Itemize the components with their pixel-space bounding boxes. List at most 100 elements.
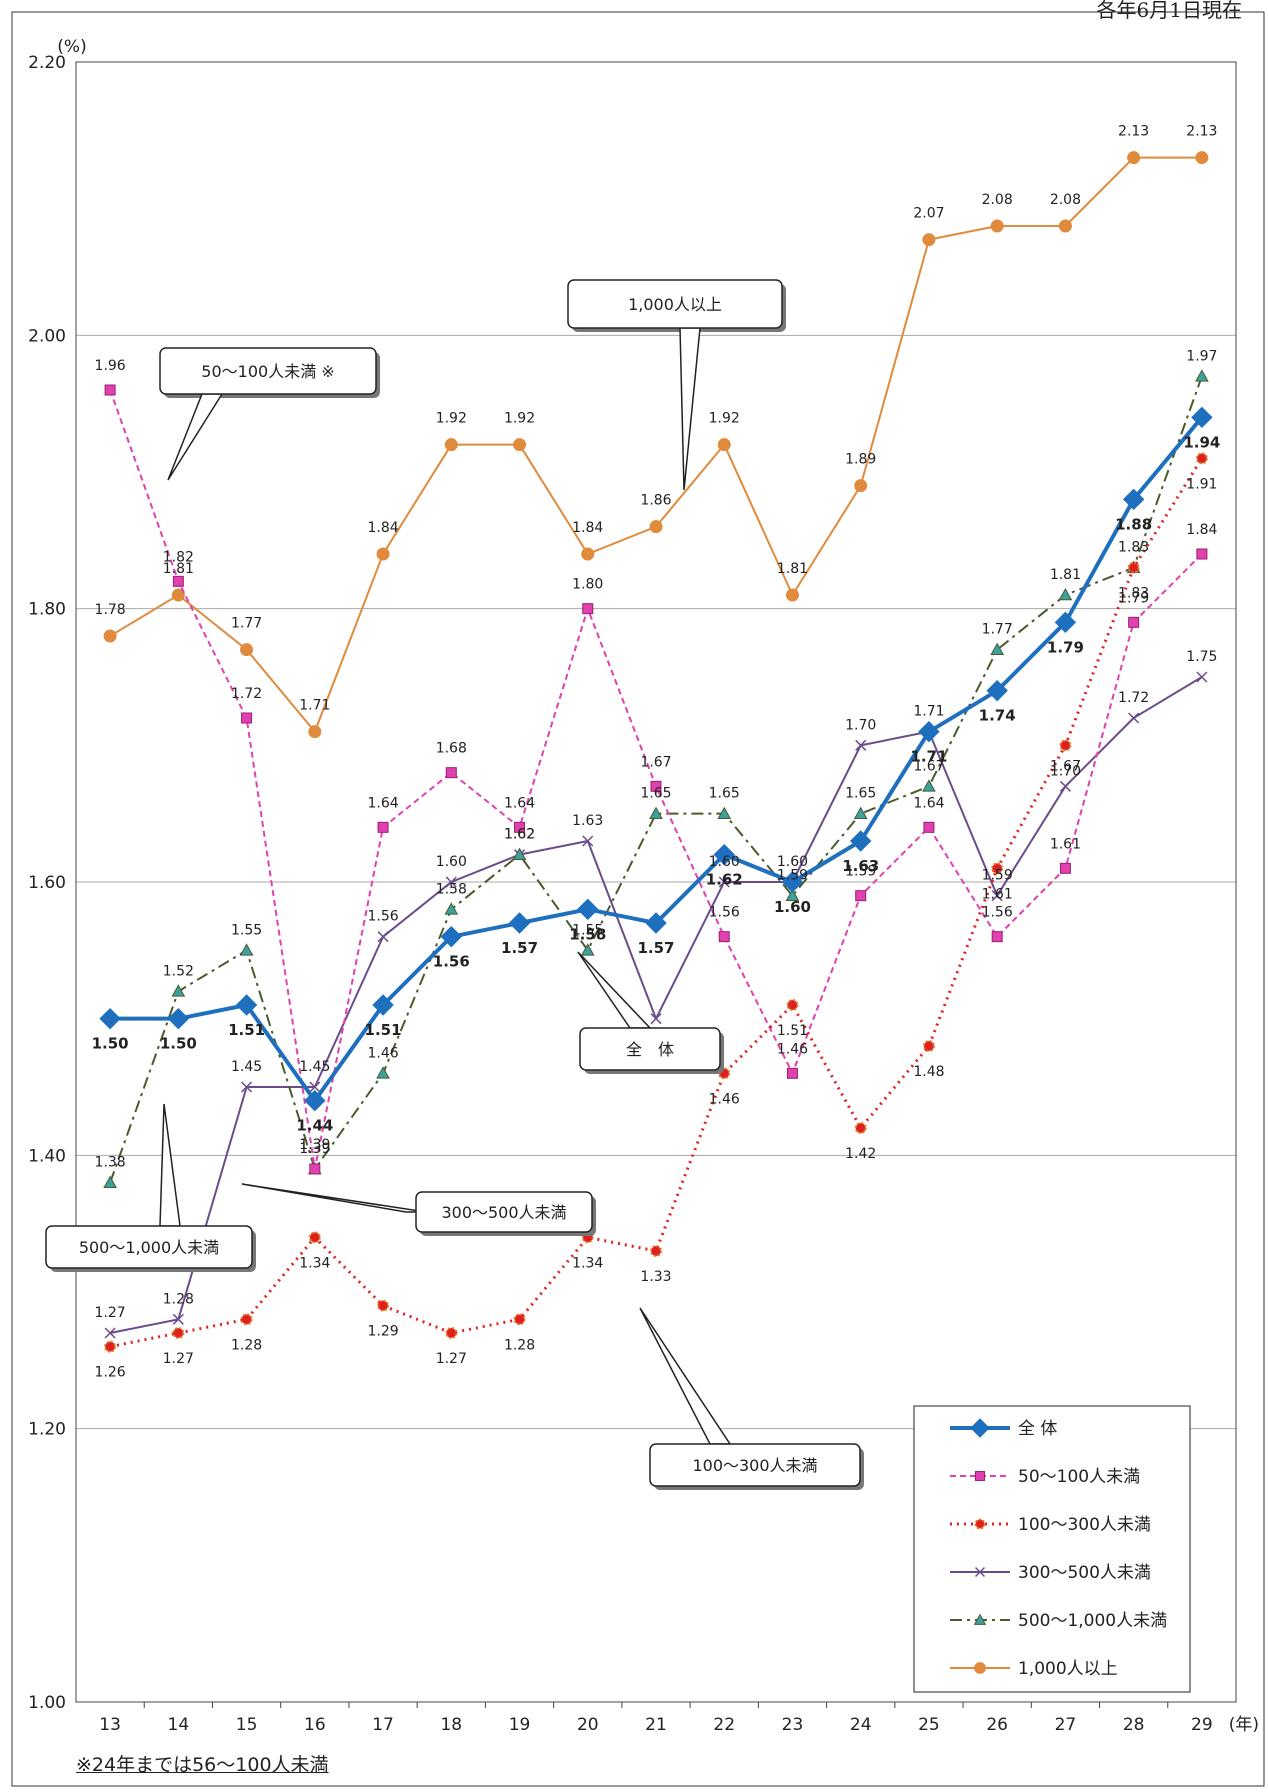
point-marker bbox=[713, 843, 735, 866]
x-tick-label: 19 bbox=[509, 1715, 531, 1735]
data-label: 1.46 bbox=[709, 1091, 740, 1107]
data-label: 1.62 bbox=[504, 827, 535, 843]
point-marker bbox=[785, 588, 799, 602]
point-marker bbox=[853, 806, 868, 819]
legend-label: 50〜100人未満 bbox=[1018, 1467, 1140, 1487]
series-line bbox=[109, 676, 1203, 1334]
data-label: 1.63 bbox=[572, 813, 603, 829]
y-tick-label: 2.00 bbox=[28, 326, 66, 346]
data-label: 1.45 bbox=[299, 1059, 330, 1075]
point-marker bbox=[309, 1081, 321, 1093]
point-marker bbox=[514, 821, 526, 833]
data-label: 1.83 bbox=[1118, 586, 1149, 602]
data-label: 1.59 bbox=[982, 868, 1013, 884]
series-group bbox=[99, 151, 1213, 1353]
data-label: 1.84 bbox=[367, 520, 398, 536]
series-line bbox=[109, 156, 1202, 733]
callout-box bbox=[579, 1027, 721, 1071]
data-label: 1.56 bbox=[982, 905, 1013, 921]
data-label: 1.27 bbox=[95, 1305, 126, 1321]
data-label: 1.84 bbox=[1186, 522, 1217, 538]
callout-text: 100〜300人未満 bbox=[692, 1456, 817, 1475]
data-label: 1.65 bbox=[845, 786, 876, 802]
x-tick-label: 29 bbox=[1191, 1715, 1213, 1735]
point-marker bbox=[649, 806, 663, 819]
data-label: 1.52 bbox=[163, 963, 194, 979]
callout-pointer bbox=[577, 951, 652, 1029]
point-marker bbox=[718, 931, 730, 943]
point-marker bbox=[309, 1163, 321, 1175]
data-label: 1.55 bbox=[231, 922, 262, 938]
data-label: 1.71 bbox=[913, 704, 944, 720]
data-label: 1.46 bbox=[777, 1041, 808, 1057]
footnote: ※24年までは56〜100人未満 bbox=[76, 1754, 329, 1776]
data-label: 1.51 bbox=[777, 1023, 808, 1039]
data-label: 1.78 bbox=[95, 602, 126, 618]
legend-label: 100〜300人未満 bbox=[1018, 1515, 1151, 1535]
data-label: 1.81 bbox=[1050, 567, 1081, 583]
legend-label: 300〜500人未満 bbox=[1018, 1563, 1151, 1583]
point-marker bbox=[445, 1327, 458, 1339]
point-marker bbox=[970, 1418, 990, 1438]
data-label: 1.80 bbox=[572, 577, 603, 593]
data-label: 1.26 bbox=[95, 1365, 126, 1381]
point-marker bbox=[1128, 616, 1140, 628]
data-label: 1.59 bbox=[777, 868, 808, 884]
data-label: 1.50 bbox=[92, 1035, 129, 1053]
data-label: 2.08 bbox=[982, 192, 1013, 208]
x-tick-label: 18 bbox=[440, 1715, 462, 1735]
point-marker bbox=[1058, 587, 1073, 601]
data-label: 1.67 bbox=[1050, 758, 1081, 774]
point-marker bbox=[854, 1122, 867, 1134]
data-label: 2.13 bbox=[1186, 124, 1217, 140]
point-marker bbox=[99, 1007, 121, 1030]
date-note: 各年6月1日現在 bbox=[1096, 0, 1242, 22]
x-tick-label: 20 bbox=[577, 1715, 599, 1735]
x-tick-label: 21 bbox=[645, 1715, 667, 1735]
data-label: 1.38 bbox=[95, 1155, 126, 1171]
point-marker bbox=[444, 438, 458, 452]
outer-frame bbox=[11, 11, 1265, 1787]
y-tick-label: 1.40 bbox=[28, 1146, 66, 1166]
point-marker bbox=[974, 1518, 986, 1530]
point-marker bbox=[1054, 611, 1077, 634]
point-marker bbox=[650, 780, 662, 792]
point-marker bbox=[1191, 406, 1213, 429]
data-label: 1.81 bbox=[777, 561, 808, 577]
data-label: 1.89 bbox=[845, 452, 876, 468]
point-marker bbox=[849, 830, 872, 852]
data-label: 1.91 bbox=[1186, 476, 1217, 492]
point-marker bbox=[717, 806, 732, 819]
data-label: 1.77 bbox=[982, 622, 1013, 638]
data-label: 1.60 bbox=[709, 854, 740, 870]
point-marker bbox=[1195, 369, 1209, 382]
y-tick-label: 2.20 bbox=[28, 53, 66, 73]
point-marker bbox=[990, 219, 1004, 233]
point-marker bbox=[513, 1313, 526, 1326]
callout-text: 500〜1,000人未満 bbox=[79, 1238, 219, 1257]
data-label: 1.88 bbox=[1115, 515, 1152, 533]
point-marker bbox=[645, 912, 667, 934]
data-label: 1.65 bbox=[640, 786, 671, 802]
data-label: 1.79 bbox=[1047, 638, 1084, 656]
data-label: 1.65 bbox=[709, 786, 740, 802]
data-label: 1.61 bbox=[982, 886, 1013, 902]
legend: 全 体 50〜100人未満 100〜300人未満 300〜500人未満 500〜1,00… bbox=[913, 1405, 1191, 1693]
point-marker bbox=[1128, 712, 1140, 724]
point-marker bbox=[444, 902, 459, 915]
point-marker bbox=[104, 1340, 117, 1353]
point-marker bbox=[922, 233, 936, 247]
callout-box bbox=[649, 1443, 861, 1487]
point-marker bbox=[582, 835, 594, 847]
data-label: 1.55 bbox=[572, 922, 603, 938]
point-marker bbox=[239, 943, 254, 956]
y-axis-label: (%) bbox=[57, 37, 86, 57]
point-marker bbox=[103, 1175, 117, 1188]
x-tick-label: 17 bbox=[372, 1715, 394, 1735]
point-marker bbox=[855, 739, 867, 751]
point-marker bbox=[1059, 780, 1071, 792]
data-label: 1.28 bbox=[504, 1337, 535, 1353]
data-label: 2.07 bbox=[913, 206, 944, 222]
point-marker bbox=[1195, 452, 1208, 465]
point-marker bbox=[718, 876, 730, 888]
